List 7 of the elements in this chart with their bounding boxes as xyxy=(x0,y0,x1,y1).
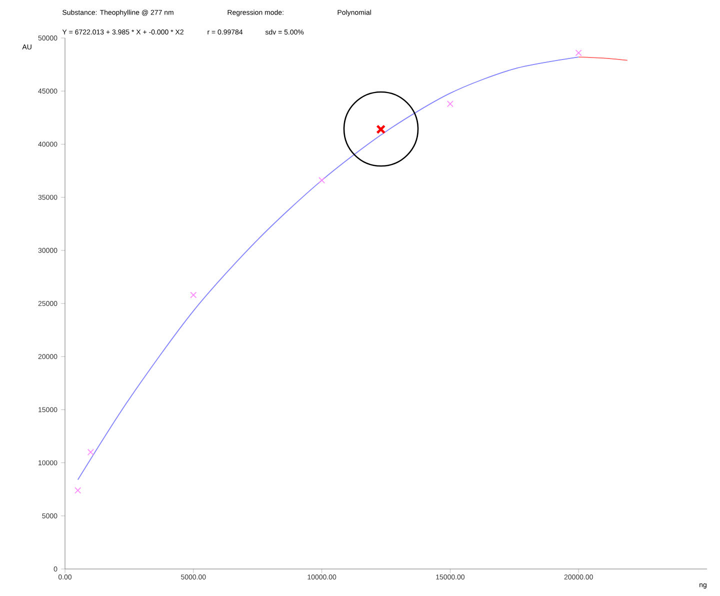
point xyxy=(87,448,94,456)
point xyxy=(446,100,454,108)
point xyxy=(318,177,326,184)
line-series xyxy=(77,56,580,480)
point xyxy=(575,50,582,56)
point xyxy=(74,487,82,494)
point xyxy=(190,292,197,298)
